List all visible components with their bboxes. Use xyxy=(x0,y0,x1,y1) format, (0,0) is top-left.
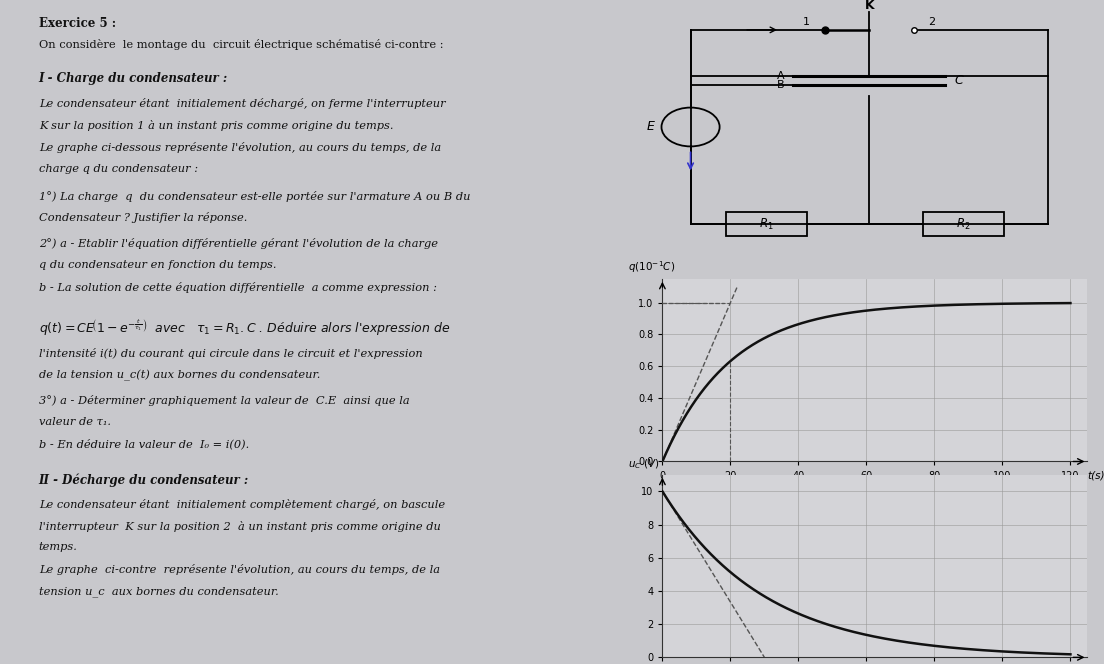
Text: $R_2$: $R_2$ xyxy=(956,216,970,232)
Text: Le graphe  ci-contre  représente l'évolution, au cours du temps, de la: Le graphe ci-contre représente l'évoluti… xyxy=(39,564,439,576)
Text: 2: 2 xyxy=(928,17,935,27)
Text: Exercice 5 :: Exercice 5 : xyxy=(39,17,116,30)
Text: l'interrupteur  K sur la position 2  à un instant pris comme origine du: l'interrupteur K sur la position 2 à un … xyxy=(39,521,440,532)
Text: $u_C\ (V)$: $u_C\ (V)$ xyxy=(628,457,660,471)
Text: Condensateur ? Justifier la réponse.: Condensateur ? Justifier la réponse. xyxy=(39,212,247,224)
Text: A: A xyxy=(777,71,785,81)
X-axis label: t(s): t(s) xyxy=(1087,471,1104,481)
Text: K: K xyxy=(864,0,874,13)
Text: 1°) La charge  q  du condensateur est-elle portée sur l'armature A ou B du: 1°) La charge q du condensateur est-elle… xyxy=(39,191,470,202)
Text: Le graphe ci-dessous représente l'évolution, au cours du temps, de la: Le graphe ci-dessous représente l'évolut… xyxy=(39,142,440,153)
Text: Le condensateur étant  initialement complètement chargé, on bascule: Le condensateur étant initialement compl… xyxy=(39,499,445,510)
Text: $q(10^{-1}C)$: $q(10^{-1}C)$ xyxy=(628,260,676,275)
Text: B: B xyxy=(777,80,785,90)
Text: b - En déduire la valeur de  I₀ = i(0).: b - En déduire la valeur de I₀ = i(0). xyxy=(39,439,250,450)
Bar xyxy=(726,212,807,236)
Text: temps.: temps. xyxy=(39,542,77,552)
Text: II - Décharge du condensateur :: II - Décharge du condensateur : xyxy=(39,473,250,487)
Text: E: E xyxy=(646,120,655,133)
Text: b - La solution de cette équation différentielle  a comme expression :: b - La solution de cette équation différ… xyxy=(39,282,437,293)
Text: $q(t) = CE\!\left(1 - e^{-\frac{t}{\tau_{\!1}}}\right)$  avec   $\tau_1 = R_1.C$: $q(t) = CE\!\left(1 - e^{-\frac{t}{\tau_… xyxy=(39,318,450,338)
Text: $R_1$: $R_1$ xyxy=(760,216,774,232)
Text: On considère  le montage du  circuit électrique schématisé ci-contre :: On considère le montage du circuit élect… xyxy=(39,39,443,50)
Text: C: C xyxy=(954,74,963,87)
Text: 2°) a - Etablir l'équation différentielle gérant l'évolution de la charge: 2°) a - Etablir l'équation différentiell… xyxy=(39,238,438,249)
Text: tension u_c  aux bornes du condensateur.: tension u_c aux bornes du condensateur. xyxy=(39,586,278,597)
Text: charge q du condensateur :: charge q du condensateur : xyxy=(39,164,198,174)
Text: de la tension u_c(t) aux bornes du condensateur.: de la tension u_c(t) aux bornes du conde… xyxy=(39,370,320,381)
Text: K sur la position 1 à un instant pris comme origine du temps.: K sur la position 1 à un instant pris co… xyxy=(39,120,393,131)
Text: I - Charge du condensateur :: I - Charge du condensateur : xyxy=(39,72,229,85)
Text: 1: 1 xyxy=(804,17,810,27)
Text: Le condensateur étant  initialement déchargé, on ferme l'interrupteur: Le condensateur étant initialement décha… xyxy=(39,98,445,110)
Text: l'intensité i(t) du courant qui circule dans le circuit et l'expression: l'intensité i(t) du courant qui circule … xyxy=(39,348,423,359)
Text: valeur de τ₁.: valeur de τ₁. xyxy=(39,417,110,427)
Text: q du condensateur en fonction du temps.: q du condensateur en fonction du temps. xyxy=(39,260,276,270)
Bar xyxy=(923,212,1004,236)
Text: 3°) a - Déterminer graphiquement la valeur de  C.E  ainsi que la: 3°) a - Déterminer graphiquement la vale… xyxy=(39,395,410,406)
